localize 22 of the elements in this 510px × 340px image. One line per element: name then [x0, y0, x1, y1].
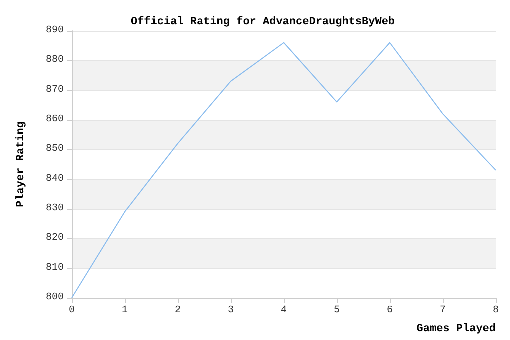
x-tick-label: 6 [386, 306, 394, 316]
y-tick-label: 860 [46, 114, 64, 126]
y-tick-label: 830 [46, 204, 64, 214]
y-tick-label: 820 [46, 233, 64, 244]
y-tick-label: 810 [46, 262, 64, 274]
y-tick-label: 880 [46, 55, 64, 66]
y-tick-label: 850 [46, 144, 64, 156]
y-axis-title: Player Rating [16, 122, 28, 208]
x-tick-label: 5 [334, 306, 340, 316]
chart-title: Official Rating for AdvanceDraughtsByWeb [130, 16, 396, 28]
x-tick-label: 8 [492, 306, 500, 316]
y-tick-label: 840 [46, 174, 64, 185]
x-tick-label: 2 [174, 306, 182, 316]
x-tick-label: 3 [228, 306, 234, 316]
x-tick-label: 0 [68, 306, 76, 316]
y-tick-label: 800 [46, 292, 64, 304]
y-tick-label: 890 [46, 26, 64, 36]
y-tick-label: 870 [46, 84, 64, 96]
x-tick-label: 1 [122, 306, 128, 316]
x-tick-label: 4 [280, 306, 288, 316]
x-tick-label: 7 [440, 306, 446, 316]
x-axis-title: Games Played [416, 324, 496, 336]
